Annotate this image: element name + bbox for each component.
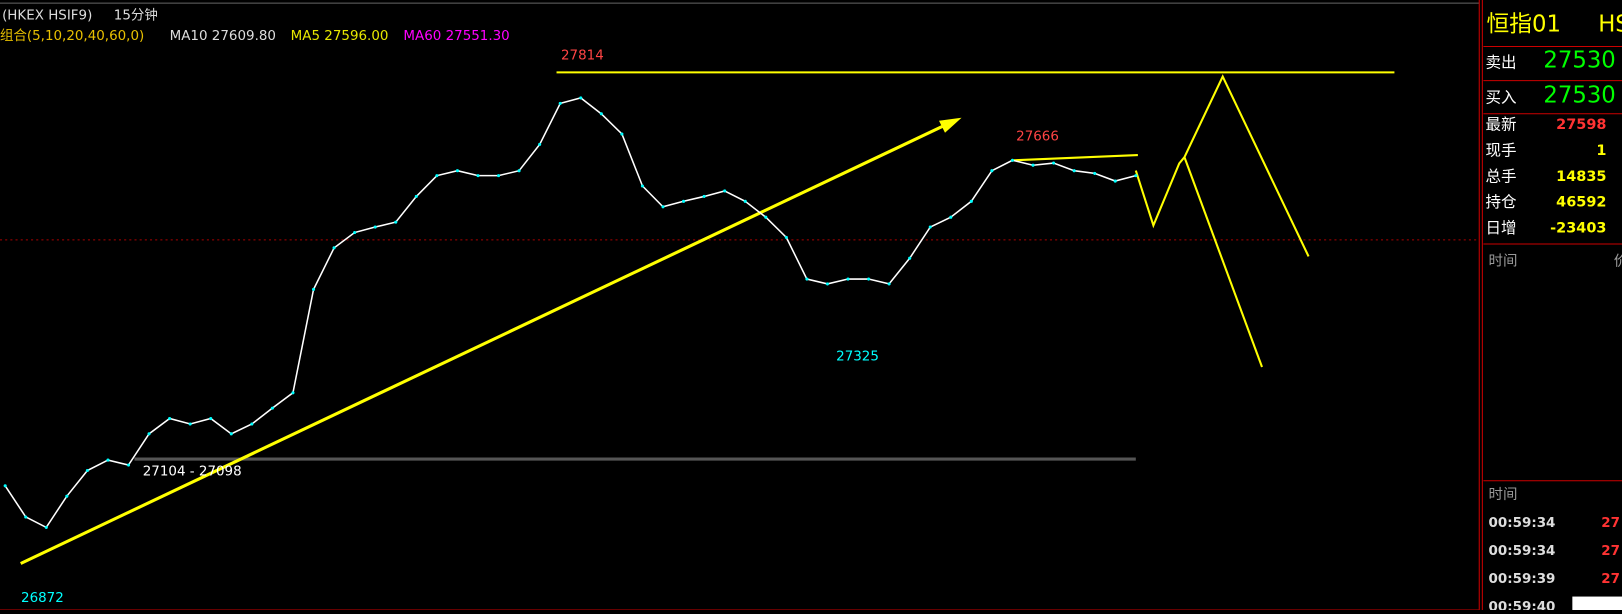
price-point xyxy=(147,432,151,436)
drawing-lines xyxy=(20,74,1310,565)
quote-label: 持仓 xyxy=(1485,193,1517,211)
price-point xyxy=(599,112,603,116)
price-point xyxy=(1134,174,1138,178)
price-point xyxy=(887,282,891,286)
trade-time: 00:59:34 xyxy=(1489,544,1556,559)
quote-label: 最新 xyxy=(1485,116,1516,134)
price-point xyxy=(949,215,953,219)
price-point xyxy=(640,184,644,188)
range-label: 27104 - 27098 xyxy=(143,464,242,479)
trade-time: 00:59:39 xyxy=(1489,572,1556,587)
price-point xyxy=(620,132,624,136)
price-point xyxy=(1052,161,1056,165)
symbol: (HKEX HSIF9) xyxy=(2,9,92,24)
price-point xyxy=(825,282,830,286)
price-point xyxy=(24,515,28,519)
price-point xyxy=(969,199,973,203)
price-point xyxy=(209,416,213,421)
price-point xyxy=(1072,169,1076,173)
quote-value: 14835 xyxy=(1556,169,1606,185)
price-point xyxy=(743,199,747,203)
trades-header: 时间 xyxy=(1489,486,1518,503)
price-point xyxy=(990,169,994,173)
price-line xyxy=(4,97,1137,529)
price-point xyxy=(291,391,295,395)
price-point xyxy=(106,458,110,462)
price-point xyxy=(784,235,788,239)
price-point xyxy=(496,174,501,178)
price-header: 价 xyxy=(1614,254,1622,270)
combo[interactable]: 组合(5,10,20,40,60,0) xyxy=(0,28,144,44)
price-annotation: 27666 xyxy=(1016,130,1059,145)
price-annotation: 26872 xyxy=(21,591,64,606)
buy-label: 买入 xyxy=(1485,89,1516,107)
ma-label: MA10 27609.80 xyxy=(170,29,276,44)
ma-label: MA5 27596.00 xyxy=(291,29,389,44)
quote-code: HS xyxy=(1598,11,1622,37)
price-annotation: 27814 xyxy=(561,49,604,64)
price-point xyxy=(682,199,686,203)
price-point xyxy=(126,463,131,467)
price-point xyxy=(414,194,418,198)
price-point xyxy=(702,194,706,198)
price-point xyxy=(579,96,583,100)
price-point xyxy=(558,101,562,105)
price-point xyxy=(85,468,89,473)
price-point xyxy=(229,432,233,436)
price-point xyxy=(517,169,521,173)
price-point xyxy=(908,256,912,260)
period[interactable]: 15分钟 xyxy=(114,7,158,24)
trade-price: 27 xyxy=(1601,572,1620,587)
price-point xyxy=(455,169,459,173)
price-point xyxy=(188,422,192,426)
quote-label: 现手 xyxy=(1485,141,1516,159)
price-point xyxy=(476,174,480,178)
price-point xyxy=(44,525,48,529)
quote-value: 27598 xyxy=(1556,117,1606,133)
quote-title: 恒指01 xyxy=(1486,11,1560,37)
trade-time: 00:59:40 xyxy=(1489,600,1556,610)
price-point xyxy=(846,277,850,281)
price-point xyxy=(1010,158,1015,162)
price-point xyxy=(270,406,274,410)
price-point xyxy=(764,215,768,219)
price-point xyxy=(661,205,665,209)
price-point xyxy=(373,225,377,229)
trade-time: 00:59:34 xyxy=(1489,516,1556,531)
price-point xyxy=(435,174,439,178)
buy-price: 27530 xyxy=(1543,83,1615,109)
sell-price: 27530 xyxy=(1543,48,1615,74)
trade-price: 27 xyxy=(1601,516,1620,531)
price-point xyxy=(538,142,542,146)
quote-value: 1 xyxy=(1596,143,1606,159)
quote-label: 总手 xyxy=(1485,167,1516,185)
price-point xyxy=(353,230,357,235)
ma-label: MA60 27551.30 xyxy=(403,29,509,44)
price-point xyxy=(1031,163,1035,167)
price-point xyxy=(1093,171,1097,175)
time-header: 时间 xyxy=(1489,253,1518,270)
price-point xyxy=(1113,179,1117,183)
price-annotation: 27325 xyxy=(836,349,879,364)
price-point xyxy=(723,189,727,193)
quote-label: 日增 xyxy=(1485,219,1516,237)
price-point xyxy=(250,422,254,426)
price-point xyxy=(168,416,172,421)
trade-price: 27 xyxy=(1601,544,1620,559)
price-point xyxy=(805,277,809,281)
quote-value: -23403 xyxy=(1550,220,1606,236)
price-point xyxy=(394,220,398,224)
price-point xyxy=(65,494,69,498)
price-point xyxy=(311,287,316,291)
sell-label: 卖出 xyxy=(1485,54,1516,72)
price-point xyxy=(928,225,932,229)
price-point xyxy=(867,277,871,281)
price-point xyxy=(332,246,336,250)
quote-value: 46592 xyxy=(1556,195,1606,211)
price-point xyxy=(3,484,7,488)
